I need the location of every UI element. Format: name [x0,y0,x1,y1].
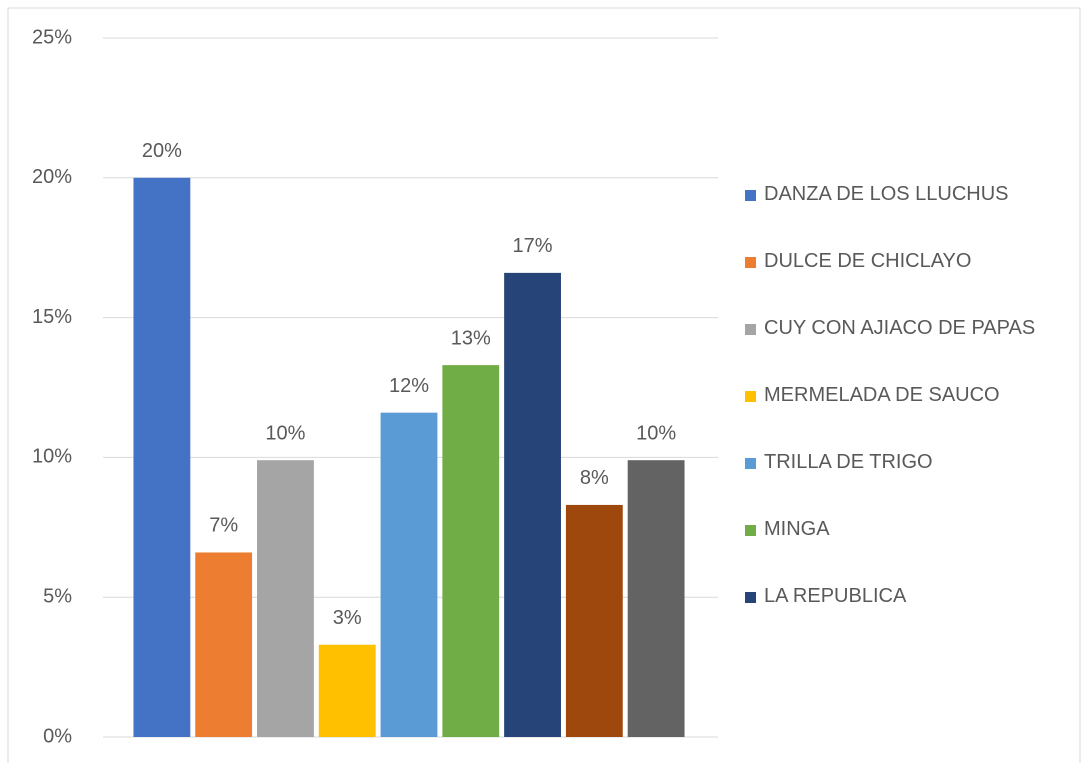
legend-item: DULCE DE CHICLAYO [745,247,1085,314]
legend-swatch [745,458,756,469]
y-tick-label: 25% [32,26,72,48]
bar [504,272,561,737]
data-label: 12% [389,375,429,397]
legend-label: MERMELADA DE SAUCO [764,384,1000,406]
y-tick-label: 20% [32,166,72,188]
legend-label: CUY CON AJIACO DE PAPAS [764,317,1036,339]
bar [565,504,623,737]
bar [133,177,191,738]
data-label: 17% [513,235,553,257]
bar [380,412,438,737]
legend-swatch [745,257,756,268]
bar [195,552,253,737]
legend: DANZA DE LOS LLUCHUS DULCE DE CHICLAYO CUY… [745,180,1085,649]
legend-swatch [745,190,756,201]
legend-label: LA REPUBLICA [764,585,907,607]
legend-swatch [745,391,756,402]
y-tick-label: 10% [32,446,72,468]
legend-swatch [745,592,756,603]
legend-item: MINGA [745,515,1085,582]
legend-label: MINGA [764,518,830,540]
data-label: 7% [209,515,238,537]
data-label: 20% [142,140,182,162]
y-tick-label: 5% [43,585,72,607]
legend-label: DANZA DE LOS LLUCHUS [764,183,1009,205]
bar [442,365,500,737]
legend-swatch [745,525,756,536]
legend-item: CUY CON AJIACO DE PAPAS [745,314,1085,381]
legend-label: DULCE DE CHICLAYO [764,250,972,272]
y-tick-label: 15% [32,306,72,328]
bar [318,644,376,737]
bar [627,460,685,737]
legend-item: LA REPUBLICA [745,582,1085,649]
legend-swatch [745,324,756,335]
data-label: 3% [333,607,362,629]
legend-label: TRILLA DE TRIGO [764,451,933,473]
y-tick-label: 0% [43,725,72,747]
data-label: 13% [451,327,491,349]
legend-item: DANZA DE LOS LLUCHUS [745,180,1085,247]
data-label: 8% [580,467,609,489]
data-label: 10% [265,422,305,444]
legend-item: TRILLA DE TRIGO [745,448,1085,515]
legend-item: MERMELADA DE SAUCO [745,381,1085,448]
data-label: 10% [636,422,676,444]
chart-border [7,7,1081,763]
bar [257,460,314,737]
